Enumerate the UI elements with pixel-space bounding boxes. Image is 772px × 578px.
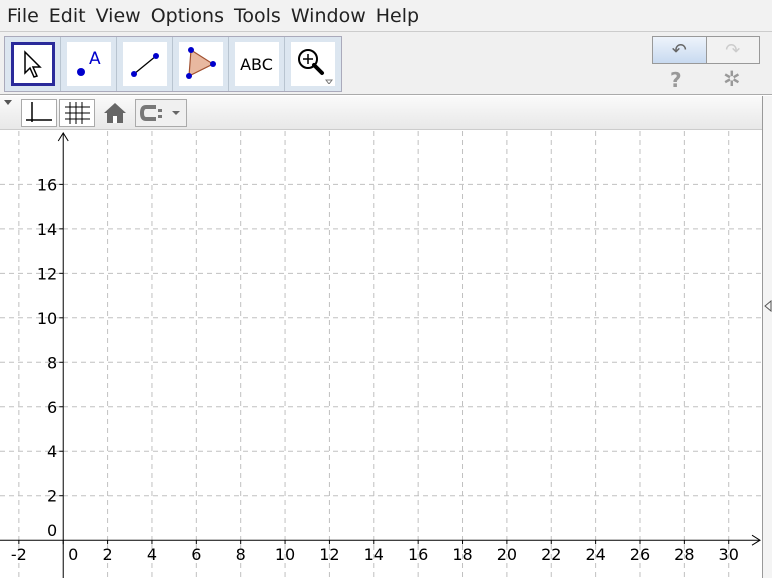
polygon-icon <box>185 47 216 79</box>
x-tick-label: 0 <box>68 545 78 564</box>
x-tick-label: 8 <box>236 545 246 564</box>
zoom-tool-button[interactable] <box>285 37 341 91</box>
y-tick-label: 4 <box>47 442 57 461</box>
x-tick-label: 12 <box>319 545 339 564</box>
x-tick-label: 24 <box>585 545 605 564</box>
menu-view[interactable]: View <box>95 4 141 27</box>
menu-window[interactable]: Window <box>290 4 366 27</box>
y-tick-label: 16 <box>37 175 57 194</box>
move-tool-button[interactable] <box>5 37 61 91</box>
x-tick-label: 6 <box>191 545 201 564</box>
grid-toggle-button[interactable] <box>59 99 95 127</box>
segment-icon <box>130 53 159 77</box>
menu-tools[interactable]: Tools <box>234 4 281 27</box>
x-tick-label: 14 <box>364 545 384 564</box>
graphics-view[interactable]: -2 0 2 4 6 8 10 12 14 16 18 20 22 24 26 28 3002468101214… <box>0 131 762 578</box>
y-tick-label: 10 <box>37 309 57 328</box>
zoom-in-icon <box>298 49 333 84</box>
axes-icon <box>26 102 52 122</box>
x-tick-label: 10 <box>275 545 295 564</box>
menu-options[interactable]: Options <box>150 4 224 27</box>
y-axis-arrow <box>57 132 69 142</box>
x-tick-label: 2 <box>102 545 112 564</box>
polygon-tool-button[interactable] <box>173 37 229 91</box>
settings-icon[interactable]: ✲ <box>723 67 741 91</box>
x-tick-label: 30 <box>719 545 739 564</box>
x-axis-arrow <box>751 534 761 546</box>
text-tool-button[interactable]: ABC <box>229 37 285 91</box>
y-tick-label: 8 <box>47 353 57 372</box>
segment-tool-button[interactable] <box>117 37 173 91</box>
grid-icon <box>65 102 90 124</box>
toolbar: A ABC ↶ ↷ ? ✲ <box>0 31 772 95</box>
y-tick-label: 6 <box>47 398 57 417</box>
x-tick-label: 22 <box>541 545 561 564</box>
redo-button[interactable]: ↷ <box>706 37 759 63</box>
text-icon: ABC <box>240 54 273 74</box>
x-tick-label: -2 <box>11 545 27 564</box>
x-tick-label: 18 <box>452 545 472 564</box>
undo-button[interactable]: ↶ <box>653 37 707 63</box>
menu-edit[interactable]: Edit <box>48 4 86 27</box>
y-tick-label: 2 <box>47 487 57 506</box>
y-tick-label: 0 <box>47 521 57 540</box>
x-tick-label: 4 <box>147 545 157 564</box>
side-panel-toggle[interactable] <box>762 96 772 578</box>
help-icon[interactable]: ? <box>670 68 682 92</box>
menu-bar: File Edit View Options Tools Window Help <box>0 0 772 31</box>
x-tick-label: 26 <box>630 545 650 564</box>
stylebar-toggle-icon[interactable] <box>4 100 12 106</box>
point-capture-icon <box>139 105 180 121</box>
axes-toggle-button[interactable] <box>21 99 57 127</box>
triangle-left-icon[interactable] <box>764 300 772 312</box>
menu-help[interactable]: Help <box>375 4 420 27</box>
x-tick-label: 28 <box>674 545 694 564</box>
menu-file[interactable]: File <box>7 4 39 27</box>
point-tool-button[interactable]: A <box>61 37 117 91</box>
point-capture-button[interactable] <box>135 99 187 127</box>
style-bar <box>0 96 762 130</box>
y-tick-label: 14 <box>37 220 57 239</box>
home-button[interactable] <box>103 102 127 128</box>
svg-text:A: A <box>89 49 101 69</box>
x-tick-label: 16 <box>408 545 428 564</box>
point-icon: A <box>76 49 101 76</box>
home-icon <box>104 103 126 123</box>
y-tick-label: 12 <box>37 264 57 283</box>
x-tick-label: 20 <box>497 545 517 564</box>
arrow-cursor-icon <box>23 50 42 78</box>
